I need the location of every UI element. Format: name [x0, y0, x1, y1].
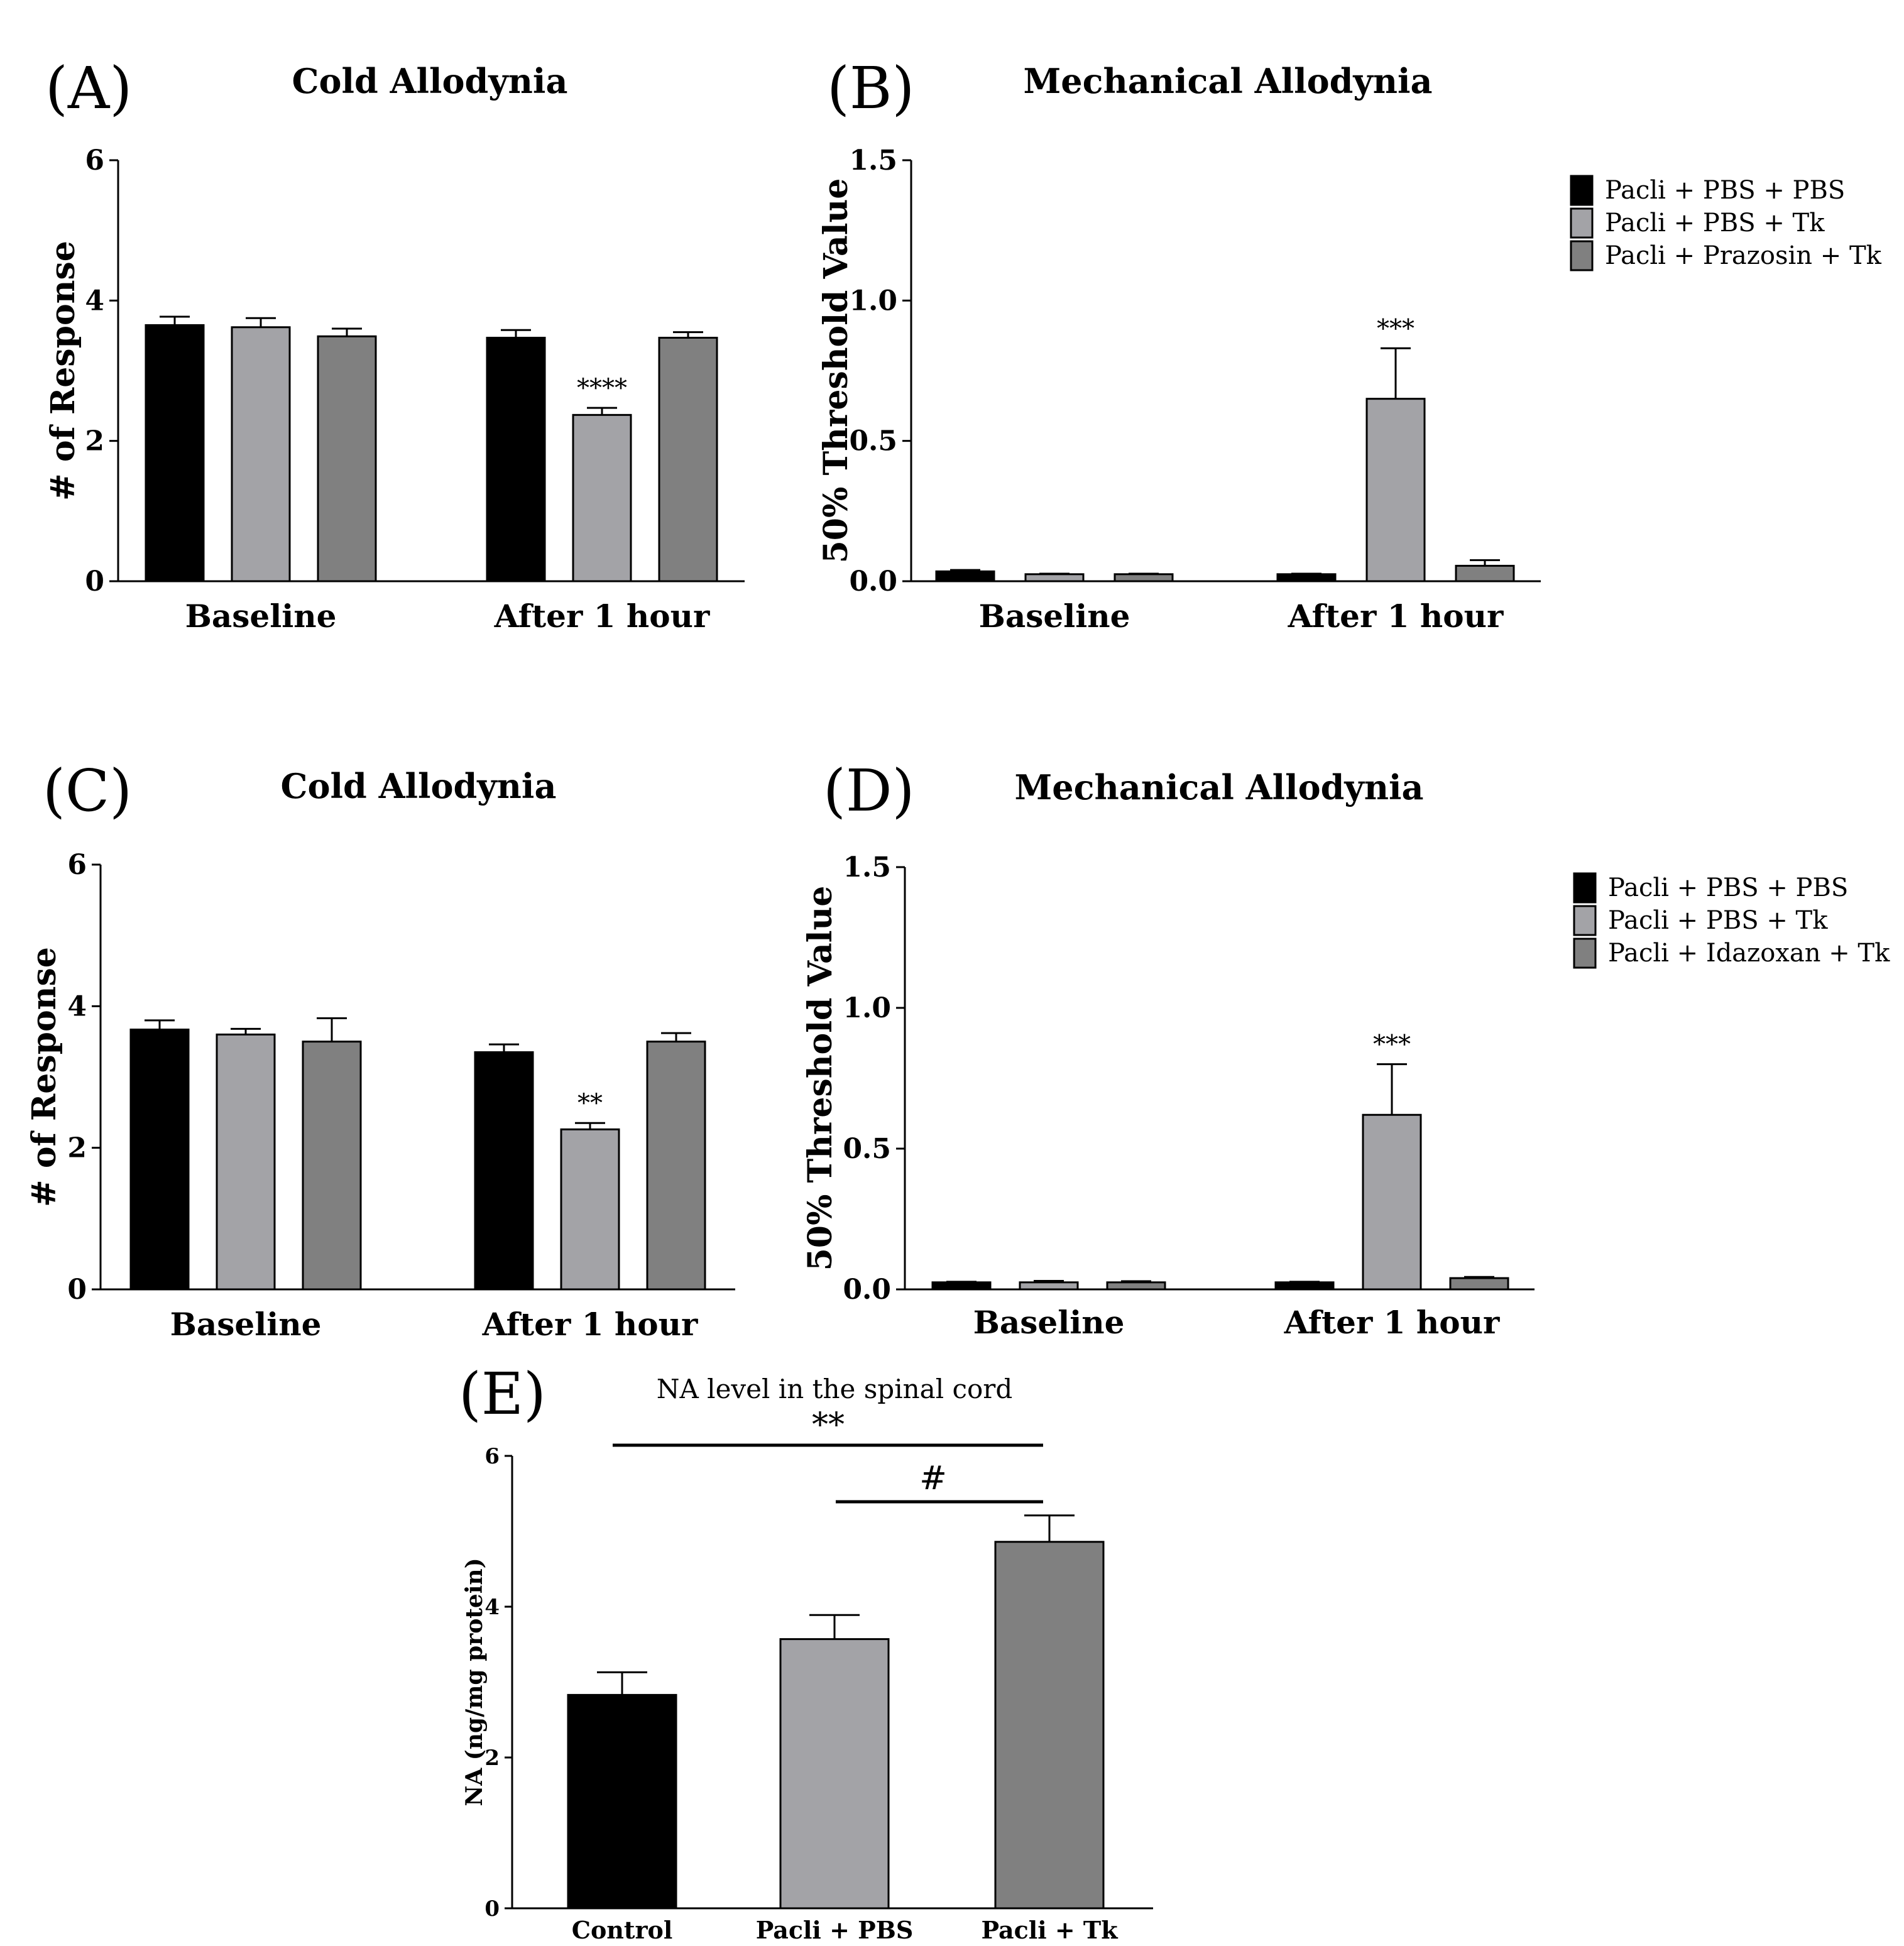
y-tick-label: 2	[85, 425, 104, 457]
legend-swatch	[1573, 937, 1597, 969]
bar-pacli-idazoxan-tk	[646, 1041, 706, 1291]
legend-label: Pacli + PBS + Tk	[1605, 209, 1825, 238]
bar-pacli-pbs-pbs	[935, 570, 995, 582]
panel-b: (B) Mechanical Allodynia 0.0 0.5 1.0 1.550% T…	[817, 55, 1882, 635]
legend: Pacli + PBS + PBS Pacli + PBS + Tk Pacli +…	[1573, 872, 1890, 969]
y-tick-label: 6	[67, 849, 87, 881]
category-label: Baseline	[170, 1306, 322, 1343]
category-label: Pacli + Tk	[981, 1916, 1118, 1944]
y-tick-label: 0.5	[843, 1133, 891, 1165]
y-tick-label: 0.0	[849, 566, 897, 598]
category-label: Baseline	[185, 598, 337, 635]
legend-label: Pacli + Prazosin + Tk	[1605, 241, 1882, 270]
y-tick-label: 0	[67, 1274, 87, 1306]
panel-title: Cold Allodynia	[292, 61, 568, 101]
y-tick-label: 4	[484, 1595, 500, 1620]
bar-pacli-pbs-pbs	[474, 1051, 534, 1291]
bar-pacli-pbs-tk	[572, 413, 632, 582]
panel-letter: (C)	[43, 757, 132, 824]
y-tick-label: 1.5	[843, 851, 891, 883]
legend-swatch	[1570, 240, 1594, 271]
y-tick-label: 1.0	[849, 285, 897, 317]
panel-title: Mechanical Allodynia	[1023, 61, 1432, 101]
category-label: After 1 hour	[1284, 1304, 1500, 1341]
significance-label: **	[812, 1406, 845, 1444]
bar-pacli-pbs-pbs	[486, 337, 546, 582]
bar-pacli-prazosin-tk	[317, 335, 377, 582]
y-tick-label: 0	[85, 566, 104, 598]
bar-pacli-prazosin-tk	[658, 337, 718, 582]
bar-pacli-pbs-pbs	[129, 1029, 190, 1291]
panel-c: (C) Cold Allodynia 0 2 4 6 # of Response Baseli…	[25, 757, 735, 1343]
bar-pacli-tk	[994, 1541, 1105, 1910]
category-label: Control	[572, 1916, 673, 1944]
bar-pacli-pbs-tk	[1019, 1281, 1079, 1291]
y-tick-label: 1.0	[843, 992, 891, 1024]
significance-label: ***	[1373, 1030, 1411, 1059]
panel-title: NA level in the spinal cord	[657, 1374, 1013, 1404]
y-tick-label: 2	[484, 1746, 500, 1771]
significance-label: ***	[1377, 314, 1414, 343]
bar-pacli-idazoxan-tk	[1449, 1277, 1509, 1291]
bar-pacli-pbs-pbs	[931, 1281, 992, 1291]
y-tick-label: 6	[85, 145, 104, 177]
bar-pacli-idazoxan-tk	[302, 1041, 362, 1291]
panel-a: (A) Cold Allodynia 0 2 4 6 # of Response Baseli…	[44, 55, 745, 635]
y-tick-label: 0.0	[843, 1274, 891, 1306]
panel-letter: (D)	[823, 757, 915, 824]
y-tick-label: 4	[85, 285, 104, 317]
legend-swatch	[1573, 872, 1597, 904]
panel-title: Cold Allodynia	[281, 766, 557, 806]
y-axis-title: # of Response	[25, 947, 63, 1207]
significance-label: ****	[577, 374, 627, 403]
bar-pacli-pbs-pbs	[1274, 1281, 1335, 1291]
panel-letter: (B)	[827, 55, 914, 122]
category-label: Baseline	[973, 1304, 1125, 1341]
panel-d: (D) Mechanical Allodynia 0.0 0.5 1.0 1.550% T…	[801, 757, 1890, 1341]
legend-label: Pacli + PBS + PBS	[1608, 873, 1848, 902]
legend-label: Pacli + PBS + Tk	[1608, 906, 1828, 935]
y-tick-label: 6	[484, 1444, 500, 1469]
category-label: After 1 hour	[494, 598, 710, 635]
legend: Pacli + PBS + PBS Pacli + PBS + Tk Pacli +…	[1570, 175, 1882, 271]
bar-pacli-pbs-tk	[1024, 573, 1085, 582]
bar-pacli-pbs-pbs	[1276, 573, 1337, 582]
bar-pacli-pbs-pbs	[145, 324, 205, 582]
legend-swatch	[1570, 175, 1594, 206]
bar-pacli-pbs	[779, 1638, 890, 1910]
significance-label: **	[577, 1089, 603, 1118]
y-tick-label: 2	[67, 1132, 87, 1164]
y-axis-title: # of Response	[44, 241, 82, 501]
significance-label: #	[919, 1460, 947, 1497]
bar-pacli-pbs-tk	[1362, 1113, 1422, 1291]
category-label: After 1 hour	[1288, 598, 1504, 635]
panel-letter: (A)	[45, 55, 132, 122]
bar-pacli-pbs-tk	[231, 326, 291, 582]
y-tick-label: 0	[484, 1896, 500, 1921]
legend-swatch	[1573, 905, 1597, 936]
legend-label: Pacli + Idazoxan + Tk	[1608, 939, 1890, 968]
bar-pacli-pbs-tk	[216, 1033, 276, 1291]
y-axis-title: NA (ng/mg protein)	[461, 1558, 488, 1806]
bar-pacli-prazosin-tk	[1113, 573, 1174, 582]
bar-pacli-idazoxan-tk	[1106, 1281, 1166, 1291]
y-tick-label: 4	[67, 990, 87, 1022]
panel-e: (E) NA level in the spinal cord 0 2 4 6 NA (ng…	[459, 1360, 1153, 1944]
category-label: Pacli + PBS	[756, 1916, 914, 1944]
bar-pacli-prazosin-tk	[1455, 564, 1515, 582]
legend-swatch	[1570, 207, 1594, 239]
y-tick-label: 1.5	[849, 145, 897, 177]
panel-letter: (E)	[459, 1360, 546, 1428]
bar-control	[567, 1693, 677, 1910]
panel-title: Mechanical Allodynia	[1014, 767, 1423, 807]
bar-pacli-pbs-tk	[1365, 398, 1426, 582]
y-tick-label: 0.5	[849, 425, 897, 457]
category-label: Baseline	[979, 598, 1130, 635]
category-label: After 1 hour	[482, 1306, 698, 1343]
y-axis-title: 50% Threshold Value	[801, 886, 840, 1271]
legend-label: Pacli + PBS + PBS	[1605, 176, 1845, 205]
y-axis-title: 50% Threshold Value	[817, 178, 855, 564]
bar-pacli-pbs-tk	[560, 1128, 620, 1291]
